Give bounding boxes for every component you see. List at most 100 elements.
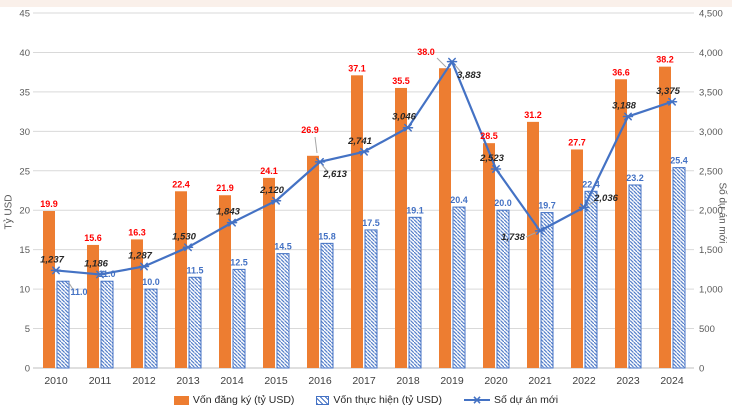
bar-registered-2016 <box>307 155 319 368</box>
registered-value-label: 37.1 <box>348 63 366 73</box>
label-leader-line <box>68 282 75 292</box>
marker-stroke <box>624 112 632 121</box>
bar-registered-2019 <box>439 68 451 368</box>
right-axis-title: Số dự án mới <box>716 182 728 244</box>
projects-value-label: 1,843 <box>216 207 240 218</box>
implemented-value-label: 11.0 <box>98 269 115 279</box>
year-label: 2021 <box>528 375 552 387</box>
bar-implemented-2010 <box>56 280 70 369</box>
year-label: 2013 <box>176 375 200 387</box>
bar-registered-2011 <box>87 244 99 368</box>
projects-value-label: 3,188 <box>612 101 636 112</box>
line-marker-icon <box>464 396 490 404</box>
bar-implemented-2011 <box>100 280 114 369</box>
left-axis-title: Tỷ USD <box>3 194 15 230</box>
projects-value-label: 3,375 <box>656 86 680 97</box>
implemented-value-label: 23.2 <box>626 173 644 183</box>
bar-registered-2017 <box>351 75 363 369</box>
legend-label-projects: Số dự án mới <box>494 394 559 406</box>
legend-item-registered: Vốn đăng ký (tỷ USD) <box>173 394 295 406</box>
bar-implemented-2021 <box>540 212 554 369</box>
line-marker-2021 <box>534 226 546 235</box>
right-axis-tick-label: 1,000 <box>699 285 723 296</box>
projects-value-label: 1,237 <box>40 254 64 265</box>
legend-item-projects: Số dự án mới <box>464 394 558 406</box>
marker-stroke <box>272 196 280 205</box>
implemented-value-label: 15.8 <box>318 231 336 241</box>
projects-value-label: 2,741 <box>347 136 372 147</box>
year-label: 2022 <box>572 375 596 387</box>
legend-label-implemented: Vốn thực hiện (tỷ USD) <box>333 394 442 406</box>
year-label: 2014 <box>220 375 244 387</box>
year-label: 2020 <box>484 375 508 387</box>
left-axis-tick-label: 35 <box>19 87 30 98</box>
chart-legend: Vốn đăng ký (tỷ USD) Vốn thực hiện (tỷ U… <box>0 391 732 409</box>
right-axis-tick-label: 500 <box>699 324 715 335</box>
year-label: 2010 <box>44 375 68 387</box>
bar-implemented-2017 <box>364 229 378 369</box>
bar-implemented-2014 <box>232 268 246 369</box>
bar-implemented-2018 <box>408 216 422 369</box>
marker-stroke <box>184 243 192 252</box>
implemented-value-label: 19.1 <box>406 205 424 215</box>
registered-value-label: 38.0 <box>417 47 435 57</box>
line-marker-2017 <box>358 147 370 156</box>
registered-value-label: 27.7 <box>568 137 586 147</box>
bar-registered-2022 <box>571 149 583 368</box>
registered-value-label: 26.9 <box>301 125 319 135</box>
registered-capital-swatch-icon <box>173 395 189 405</box>
registered-value-label: 15.6 <box>84 233 102 243</box>
top-banner <box>0 0 732 7</box>
label-leader-line <box>314 136 318 154</box>
right-axis-tick-label: 3,000 <box>699 127 723 138</box>
bar-registered-2020 <box>483 143 495 368</box>
implemented-value-label: 12.5 <box>230 257 248 267</box>
marker-stroke <box>492 165 500 173</box>
bar-implemented-2022 <box>584 190 598 369</box>
line-marker-2015 <box>270 196 282 205</box>
year-label: 2024 <box>660 375 684 387</box>
left-axis-tick-label: 15 <box>19 245 30 256</box>
projects-value-label: 2,613 <box>322 169 347 180</box>
line-marker-2023 <box>622 112 634 121</box>
marker-stroke <box>536 226 544 235</box>
year-label: 2011 <box>89 375 112 387</box>
bar-registered-2018 <box>395 87 407 368</box>
marker-stroke <box>140 262 148 271</box>
right-axis-tick-label: 0 <box>699 364 704 375</box>
label-leader-line <box>525 232 536 238</box>
line-marker-2010 <box>50 266 62 275</box>
left-axis-tick-label: 0 <box>25 364 30 375</box>
right-axis-tick-label: 2,000 <box>699 206 723 217</box>
bar-registered-2014 <box>219 195 231 368</box>
right-axis-tick-label: 1,500 <box>699 245 723 256</box>
bar-implemented-2023 <box>628 184 642 369</box>
legend-label-registered: Vốn đăng ký (tỷ USD) <box>192 394 295 406</box>
right-axis-tick-label: 2,500 <box>699 166 723 177</box>
left-axis-tick-label: 25 <box>19 166 30 177</box>
year-label: 2016 <box>308 375 332 387</box>
left-axis-tick-label: 45 <box>19 9 30 20</box>
left-axis-tick-label: 10 <box>19 285 30 296</box>
label-leader-line <box>321 164 329 173</box>
bar-implemented-2013 <box>188 276 202 369</box>
label-leader-line <box>454 64 462 73</box>
right-axis-tick-label: 3,500 <box>699 87 723 98</box>
implemented-value-label: 20.4 <box>450 195 468 205</box>
line-marker-2012 <box>138 262 150 271</box>
right-axis-tick-label: 4,500 <box>699 9 723 20</box>
line-marker-2013 <box>182 243 194 252</box>
marker-stroke <box>316 157 324 166</box>
legend-item-implemented: Vốn thực hiện (tỷ USD) <box>316 394 442 406</box>
registered-value-label: 19.9 <box>40 199 58 209</box>
line-marker-2024 <box>666 97 678 106</box>
line-marker-2019 <box>446 57 458 66</box>
projects-value-label: 3,883 <box>457 70 481 81</box>
marker-stroke <box>96 270 104 279</box>
registered-value-label: 35.5 <box>392 76 410 86</box>
implemented-value-label: 19.7 <box>538 201 556 211</box>
bar-registered-2010 <box>43 211 55 368</box>
marker-stroke <box>448 57 456 66</box>
